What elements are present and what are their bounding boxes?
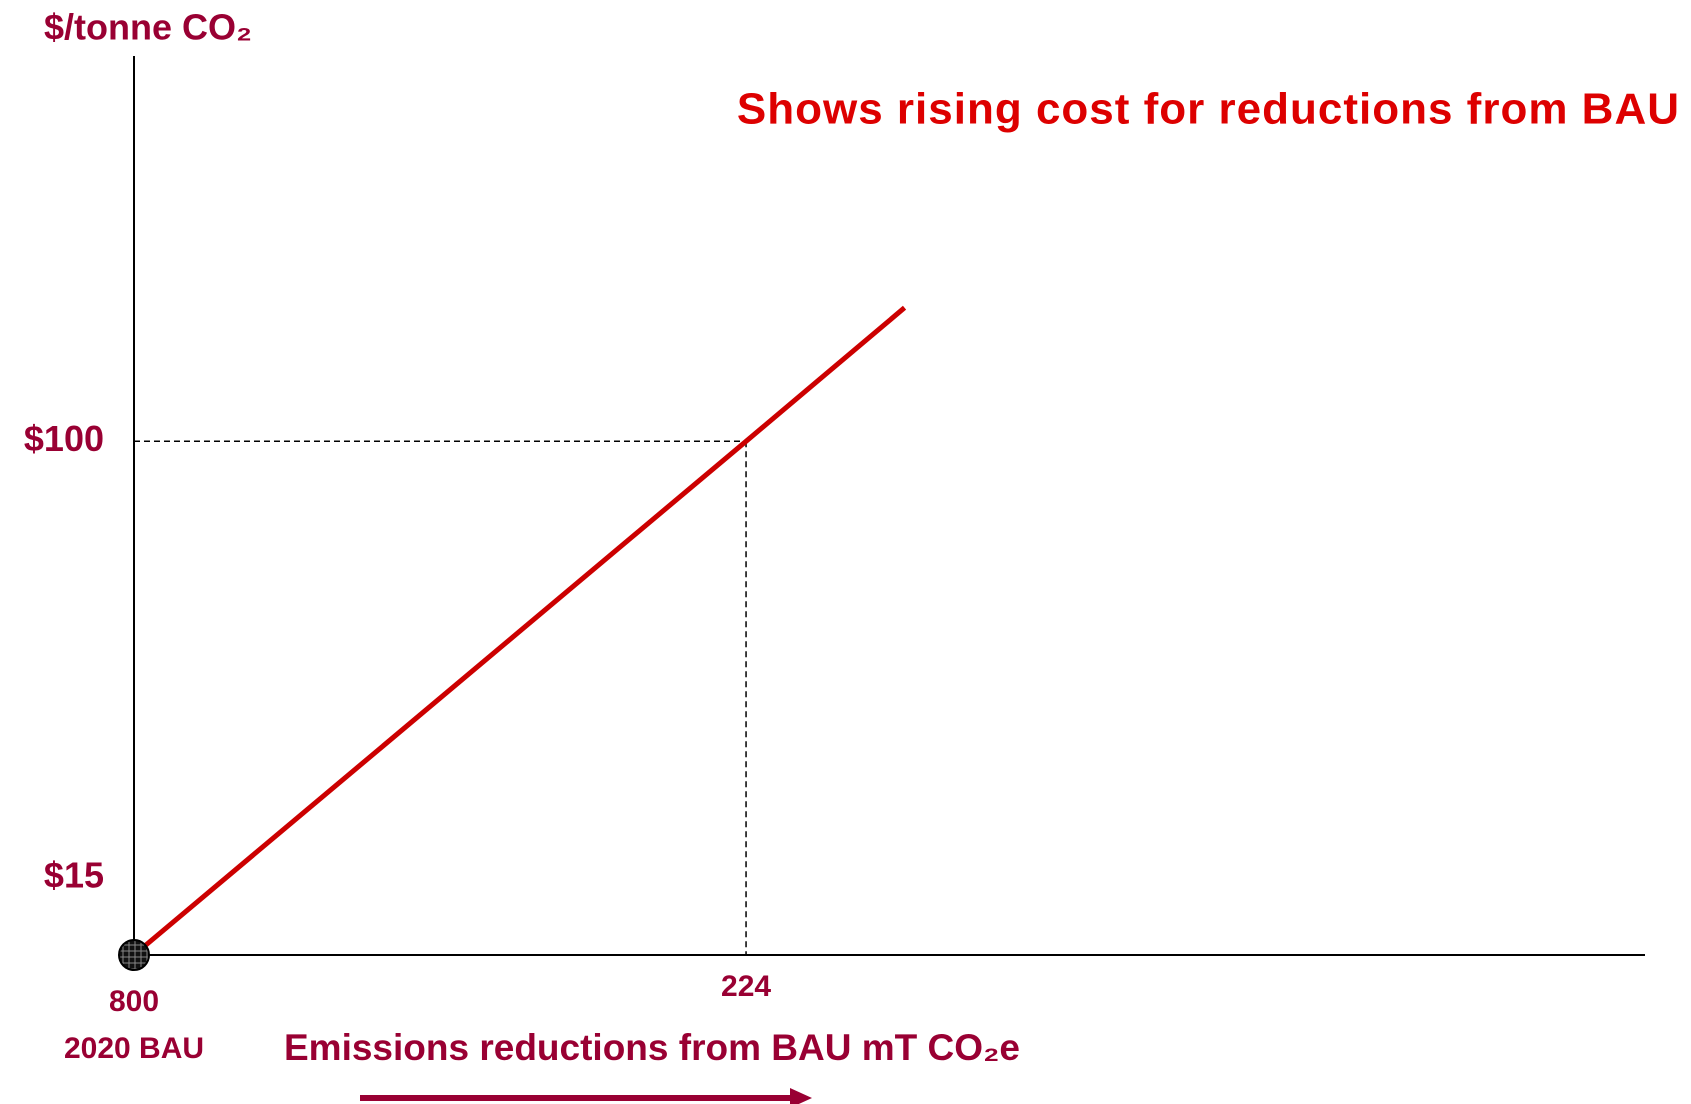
cost-line [132, 305, 907, 957]
y-tick-label: $100 [24, 418, 104, 459]
y-tick-label: $15 [44, 854, 104, 895]
x-axis-label: Emissions reductions from BAU mT CO₂e [284, 1027, 1020, 1068]
arrow-head [790, 1088, 812, 1104]
y-axis-label: $/tonne CO₂ [44, 7, 252, 48]
origin-point [118, 939, 150, 971]
x-tick-label: 224 [721, 970, 771, 1003]
chart-title: Shows rising cost for reductions from BA… [737, 85, 1680, 134]
annotation: 2020 BAU [64, 1032, 204, 1065]
x-tick-label: 800 [109, 985, 159, 1018]
